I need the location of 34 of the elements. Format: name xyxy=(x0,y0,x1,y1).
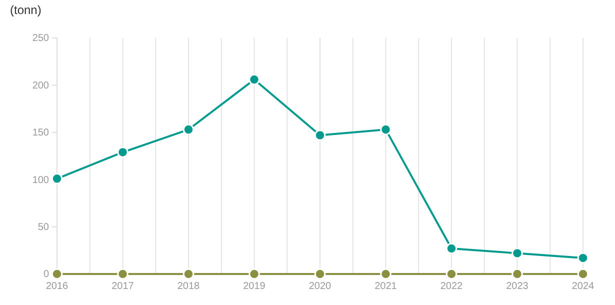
point xyxy=(182,268,194,280)
y-tick-label: 200 xyxy=(32,80,50,92)
y-tick-label: 150 xyxy=(32,128,50,139)
point xyxy=(512,248,523,259)
y-tick-label: 100 xyxy=(32,174,50,186)
x-tick-label: 2021 xyxy=(374,281,398,292)
point xyxy=(248,74,260,86)
x-tick-label: 2017 xyxy=(112,281,134,292)
point xyxy=(51,268,63,280)
point xyxy=(380,124,392,136)
point xyxy=(314,268,326,280)
y-tick-label: 50 xyxy=(38,222,50,233)
y-axis-title: (tonn) xyxy=(10,3,42,17)
x-tick-label: 2019 xyxy=(243,281,266,292)
point xyxy=(446,268,458,280)
point xyxy=(51,173,63,184)
point xyxy=(314,130,326,141)
x-tick-label: 2023 xyxy=(506,281,529,292)
point xyxy=(182,124,194,136)
point xyxy=(380,268,392,280)
x-tick-label: 2022 xyxy=(440,281,464,292)
x-tick-label: 2016 xyxy=(46,281,69,292)
point xyxy=(577,252,589,264)
y-tick-label: 0 xyxy=(43,269,50,280)
y-tick-label: 250 xyxy=(32,33,50,44)
point xyxy=(512,268,523,280)
x-tick-label: 2020 xyxy=(308,281,332,292)
point xyxy=(446,242,458,254)
point xyxy=(577,268,589,280)
x-tick-label: 2024 xyxy=(572,281,595,292)
point xyxy=(248,268,260,280)
x-tick-label: 2018 xyxy=(177,281,200,292)
point xyxy=(117,146,128,158)
point xyxy=(117,268,128,280)
